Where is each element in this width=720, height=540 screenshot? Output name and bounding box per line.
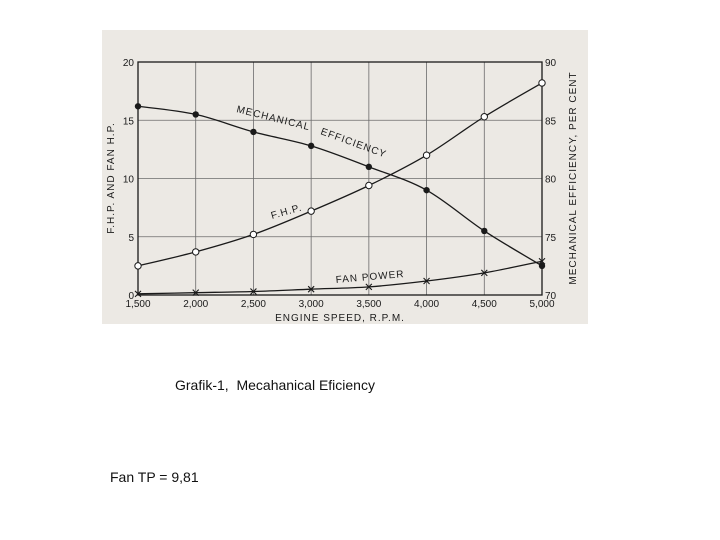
y-tick-label-left: 20 [123, 58, 135, 69]
series-line-fan-power [137, 260, 543, 295]
data-point-fan-power [307, 285, 315, 293]
x-marker-stroke [307, 285, 315, 293]
y-tick-label-right: 80 [545, 175, 557, 186]
y-tick-label-left: 10 [123, 175, 135, 186]
series-line-f-h-p [137, 82, 543, 267]
y-axis-right-title: MECHANICAL EFFICIENCY, PER CENT [568, 71, 579, 284]
y-axis-left-title: F.H.P. AND FAN H.P. [106, 122, 117, 233]
data-point-fan-power [134, 290, 142, 298]
data-point-f-h-p [249, 230, 258, 239]
data-point-f-h-p [134, 262, 142, 270]
x-marker-stroke [480, 269, 488, 277]
data-point-fan-power [538, 257, 546, 265]
axes [137, 61, 543, 296]
data-point-fan-power [192, 289, 200, 297]
data-point-fan-power [480, 269, 488, 277]
curve-label-efficiency: EFFICIENCY [319, 126, 388, 160]
data-point-mechanical-efficiency [307, 142, 315, 150]
series-line-mechanical-efficiency [137, 105, 543, 267]
data-point-mechanical-efficiency [365, 163, 373, 171]
x-marker-stroke [192, 289, 200, 297]
data-point-f-h-p [480, 113, 488, 121]
data-point-mechanical-efficiency [134, 103, 142, 110]
y-tick-label-left: 15 [123, 116, 135, 127]
y-tick-label-left: 0 [128, 291, 134, 302]
x-tick-label: 1,500 [125, 299, 150, 310]
curve-label-fan-power: FAN POWER [335, 269, 405, 286]
fan-tp-note: Fan TP = 9,81 [110, 469, 199, 485]
data-point-mechanical-efficiency [481, 227, 488, 235]
chart-figure: 1,500 2,000 2,500 3,000 3,500 4,000 4,500 5,000… [102, 30, 588, 324]
chart-svg: 1,500 2,000 2,500 3,000 3,500 4,000 4,500 5,000… [106, 58, 579, 324]
data-point-mechanical-efficiency [423, 186, 430, 194]
plot-frame [137, 61, 543, 296]
data-point-f-h-p [422, 151, 431, 159]
x-marker-stroke [134, 290, 142, 298]
x-marker-stroke [423, 277, 430, 285]
data-point-f-h-p [192, 248, 200, 256]
y-tick-label-left: 5 [128, 233, 134, 244]
data-point-f-h-p [307, 207, 315, 215]
x-tick-label: 3,000 [299, 299, 324, 310]
x-tick-label: 2,000 [183, 299, 208, 310]
data-point-f-h-p [365, 181, 373, 190]
curve-label-mechanical: MECHANICAL [235, 104, 311, 133]
curve-labels: MECHANICAL EFFICIENCY F.H.P. FAN POWER [235, 104, 405, 286]
data-point-fan-power [423, 277, 430, 285]
y-tick-label-right: 75 [545, 233, 557, 244]
x-marker-stroke [538, 257, 546, 265]
x-tick-label: 4,500 [472, 299, 497, 310]
data-point-mechanical-efficiency [192, 111, 199, 118]
data-point-fan-power [250, 288, 257, 295]
x-tick-label: 5,000 [529, 299, 554, 310]
y-tick-label-right: 90 [545, 58, 557, 69]
x-tick-label: 3,500 [356, 299, 381, 310]
grid [138, 62, 542, 295]
y-tick-label-right: 85 [545, 116, 557, 127]
x-marker-stroke [250, 288, 257, 295]
curve-label-fhp: F.H.P. [270, 203, 304, 222]
x-tick-label: 2,500 [241, 299, 266, 310]
data-point-fan-power [365, 283, 373, 291]
tick-labels: 1,500 2,000 2,500 3,000 3,500 4,000 4,500 5,000… [123, 58, 557, 310]
figure-caption: Grafik-1, Mecahanical Eficiency [175, 377, 375, 393]
y-tick-label-right: 70 [545, 291, 557, 302]
x-axis-title: ENGINE SPEED, R.P.M. [275, 313, 405, 324]
series [134, 79, 546, 298]
x-tick-label: 4,000 [414, 299, 439, 310]
x-marker-stroke [365, 283, 373, 291]
data-point-mechanical-efficiency [538, 262, 546, 270]
data-point-mechanical-efficiency [250, 128, 257, 136]
data-point-f-h-p [538, 79, 546, 87]
